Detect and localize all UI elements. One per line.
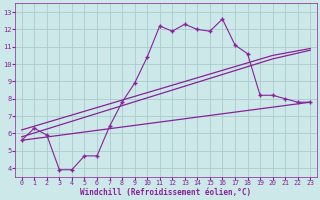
X-axis label: Windchill (Refroidissement éolien,°C): Windchill (Refroidissement éolien,°C) <box>80 188 252 197</box>
